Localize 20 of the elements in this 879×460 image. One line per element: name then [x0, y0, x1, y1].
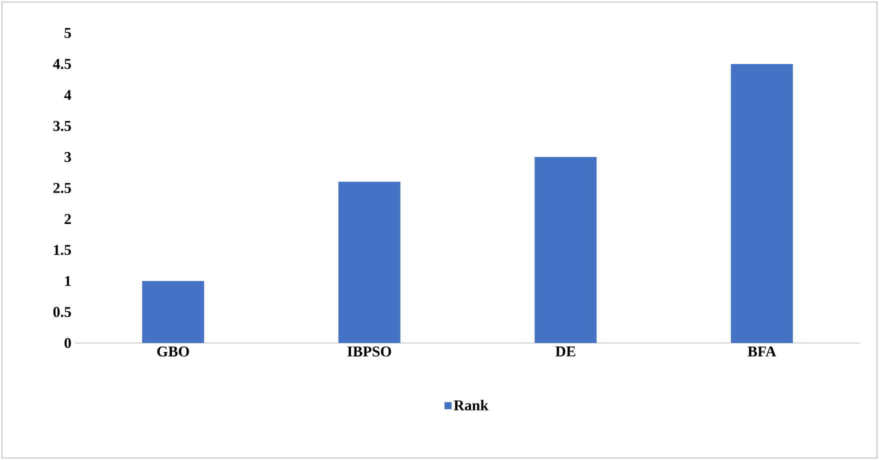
y-tick-label: 1.5 — [54, 244, 71, 256]
y-tick-label: 0 — [64, 338, 71, 348]
y-tick-label: 5 — [64, 28, 71, 38]
y-tick-label: 4.5 — [53, 58, 71, 70]
y-tick-label: 0.5 — [53, 306, 71, 318]
bar — [730, 64, 793, 343]
y-tick-label: 2.5 — [53, 182, 71, 194]
legend-label: Rank — [454, 400, 488, 410]
bar — [534, 157, 597, 343]
x-tick-label: DE — [556, 346, 576, 356]
x-tick-label: GBO — [157, 346, 190, 357]
y-tick-label: 4 — [64, 90, 72, 100]
y-tick-label: 2 — [64, 214, 71, 224]
x-tick-label: BFA — [748, 346, 776, 356]
y-tick-label: 1 — [65, 276, 71, 286]
x-tick-label: IBPSO — [347, 346, 392, 357]
bar — [338, 182, 400, 343]
bar — [142, 281, 204, 343]
y-tick-label: 3.5 — [53, 120, 71, 132]
y-tick-label: 3 — [64, 152, 71, 162]
